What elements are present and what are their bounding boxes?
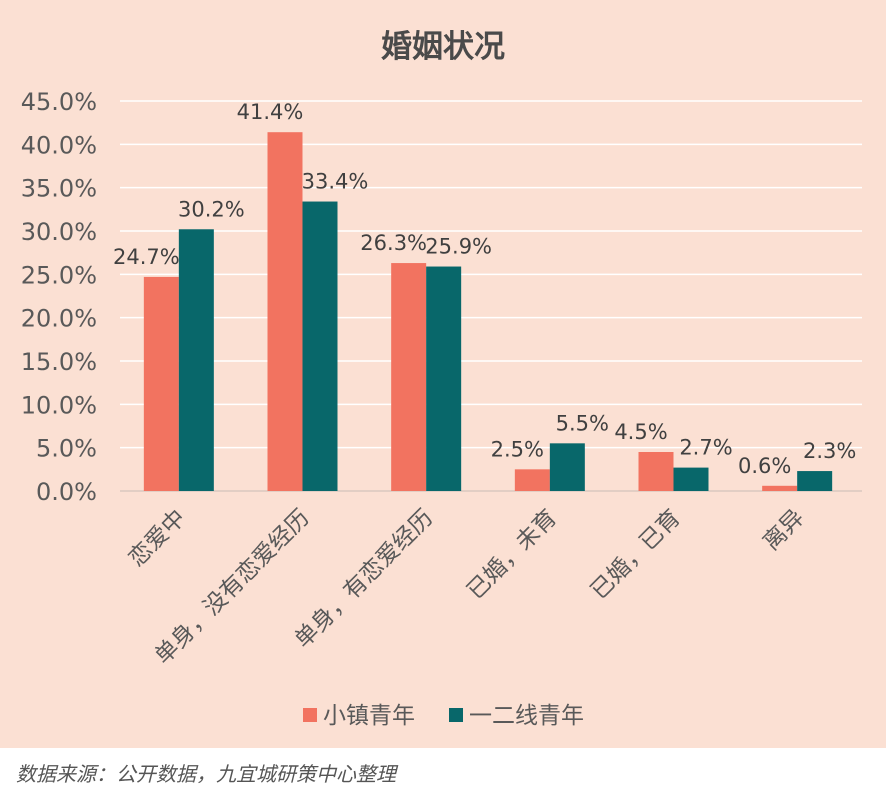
y-tick-label: 40.0%	[21, 131, 97, 159]
data-label: 25.9%	[425, 235, 492, 259]
bar-tier1-2-3	[549, 443, 585, 491]
legend: 小镇青年 一二线青年	[303, 703, 584, 729]
x-tick-label: 恋爱中	[124, 505, 191, 572]
legend-label: 一二线青年	[469, 703, 584, 729]
data-label: 24.7%	[113, 245, 180, 269]
y-tick-label: 35.0%	[21, 175, 97, 203]
x-tick-label: 已婚，未育	[462, 505, 562, 605]
data-label: 26.3%	[360, 231, 427, 255]
bar-small-town-5	[762, 485, 798, 491]
x-tick-label: 已婚，已育	[586, 505, 686, 605]
chart-area: 婚姻状况 0.0% 5.0% 10.0% 15.0% 20.0% 25.0% 30.0% 35…	[0, 0, 886, 748]
data-label: 2.7%	[679, 436, 732, 460]
y-tick-label: 0.0%	[36, 478, 97, 506]
bar-small-town-3	[514, 469, 550, 491]
bar-tier1-2-0	[178, 229, 214, 491]
x-tick-label: 离异	[758, 505, 809, 556]
data-labels: 24.7% 30.2% 41.4% 33.4% 26.3%25.9% 2.5% 5.5% 4.…	[113, 100, 856, 478]
x-tick-label: 单身，有恋爱经历	[290, 505, 438, 653]
y-tick-label: 15.0%	[21, 348, 97, 376]
chart-title: 婚姻状况	[381, 29, 505, 65]
y-tick-label: 20.0%	[21, 305, 97, 333]
bar-tier1-2-1	[302, 201, 338, 492]
legend-swatch	[303, 708, 317, 722]
data-label: 5.5%	[556, 411, 609, 435]
data-label: 33.4%	[302, 170, 369, 194]
bars	[143, 132, 833, 492]
data-label: 4.5%	[614, 420, 667, 444]
bar-small-town-2	[391, 263, 427, 491]
y-axis-ticks: 0.0% 5.0% 10.0% 15.0% 20.0% 25.0% 30.0% 35.0% 40…	[21, 88, 97, 506]
bar-tier1-2-5	[797, 471, 833, 491]
bar-tier1-2-4	[673, 467, 709, 491]
y-tick-label: 30.0%	[21, 218, 97, 246]
data-label: 41.4%	[237, 100, 304, 124]
grid-lines	[120, 100, 862, 492]
bar-tier1-2-2	[426, 266, 462, 491]
y-tick-label: 25.0%	[21, 261, 97, 289]
bar-chart: 婚姻状况 0.0% 5.0% 10.0% 15.0% 20.0% 25.0% 30.0% 35…	[21, 29, 862, 729]
y-tick-label: 5.0%	[36, 435, 97, 463]
y-tick-label: 45.0%	[21, 88, 97, 116]
data-label: 2.3%	[803, 439, 856, 463]
bar-small-town-1	[267, 132, 303, 491]
data-label: 30.2%	[178, 197, 245, 221]
data-label: 2.5%	[491, 437, 544, 461]
legend-swatch	[449, 708, 463, 722]
data-label: 0.6%	[738, 454, 791, 478]
bar-small-town-0	[143, 276, 179, 491]
source-bar: 数据来源：公开数据，九宜城研策中心整理	[0, 748, 886, 796]
source-note: 数据来源：公开数据，九宜城研策中心整理	[16, 762, 396, 786]
bar-small-town-4	[638, 452, 674, 491]
legend-label: 小镇青年	[323, 703, 415, 729]
y-tick-label: 10.0%	[21, 391, 97, 419]
